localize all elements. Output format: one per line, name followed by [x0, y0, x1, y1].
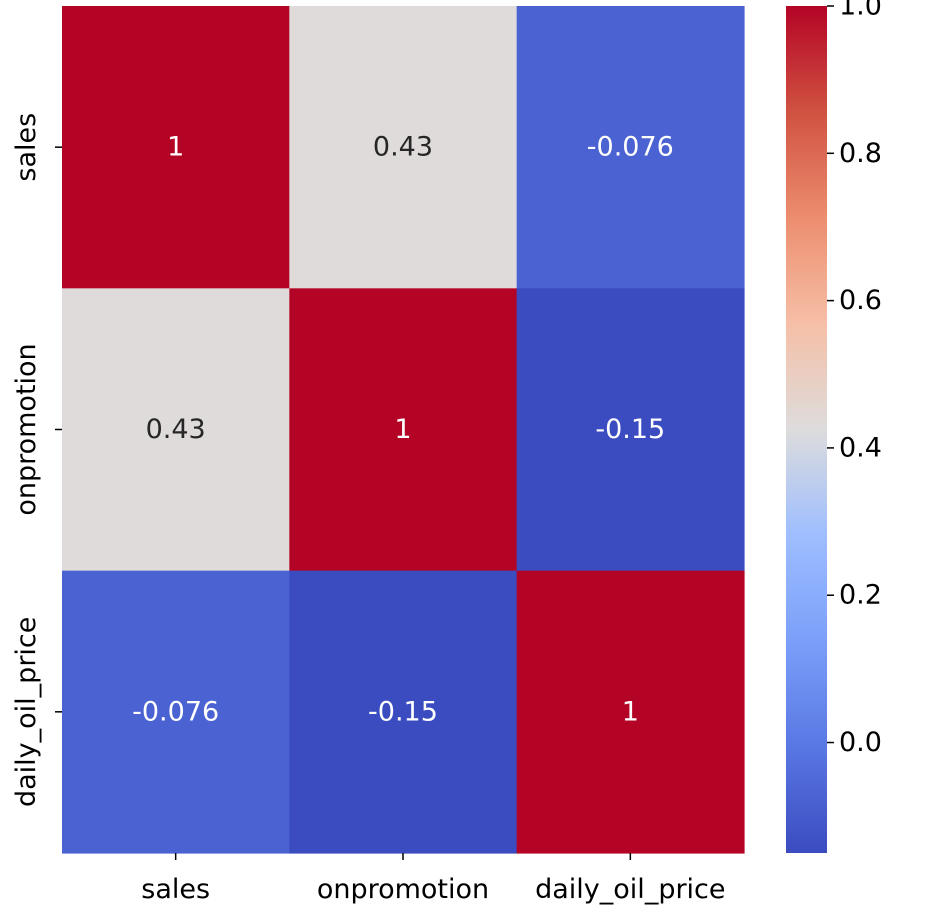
cell-value-label-onpromotion-daily_oil_price: -0.15: [595, 414, 665, 445]
x-axis: sales onpromotion daily_oil_price: [141, 852, 726, 905]
x-tick-label-onpromotion: onpromotion: [317, 874, 489, 905]
cell-value-label-daily_oil_price-daily_oil_price: 1: [622, 696, 639, 727]
heatmap-cell-sales-onpromotion: [289, 6, 518, 289]
colorbar-tick-label: 1.0: [839, 0, 882, 22]
cell-value-label-sales-sales: 1: [167, 132, 184, 163]
cell-value-label-daily_oil_price-sales: -0.076: [132, 696, 219, 727]
heatmap-cell-daily_oil_price-sales: [62, 570, 290, 854]
heatmap-cell-labels: 1 0.43 -0.076 0.43 1 -0.15 -0.076 -0.15 1: [132, 132, 674, 728]
y-tick-label-sales: sales: [11, 113, 42, 182]
colorbar-tick-label: 0.6: [839, 285, 882, 316]
colorbar-tick-label: 0.8: [839, 138, 882, 169]
heatmap-cell-onpromotion-onpromotion: [289, 288, 518, 572]
heatmap-cell-sales-daily_oil_price: [516, 6, 745, 289]
cell-value-label-sales-daily_oil_price: -0.076: [587, 132, 674, 163]
heatmap-cells: [62, 6, 745, 854]
colorbar: 0.0 0.2 0.4 0.6 0.8 1.0: [786, 0, 882, 853]
heatmap-cell-daily_oil_price-daily_oil_price: [516, 570, 745, 854]
heatmap-cell-onpromotion-daily_oil_price: [516, 288, 745, 572]
y-tick-label-daily_oil_price: daily_oil_price: [11, 617, 42, 807]
cell-value-label-daily_oil_price-onpromotion: -0.15: [368, 696, 438, 727]
heatmap-cell-onpromotion-sales: [62, 288, 290, 572]
cell-value-label-onpromotion-onpromotion: 1: [394, 414, 411, 445]
heatmap-cell-sales-sales: [62, 6, 290, 289]
x-tick-label-sales: sales: [141, 874, 210, 905]
colorbar-tick-label: 0.2: [839, 580, 882, 611]
colorbar-tick-label: 0.0: [839, 727, 882, 758]
heatmap-cell-daily_oil_price-onpromotion: [289, 570, 518, 854]
colorbar-ticks: 0.0 0.2 0.4 0.6 0.8 1.0: [827, 0, 882, 758]
colorbar-gradient: [786, 6, 827, 853]
cell-value-label-onpromotion-sales: 0.43: [146, 414, 206, 445]
x-tick-label-daily_oil_price: daily_oil_price: [535, 874, 725, 905]
y-axis: sales onpromotion daily_oil_price: [11, 113, 62, 807]
colorbar-tick-label: 0.4: [839, 432, 882, 463]
y-tick-label-onpromotion: onpromotion: [11, 343, 42, 515]
cell-value-label-sales-onpromotion: 0.43: [373, 132, 433, 163]
